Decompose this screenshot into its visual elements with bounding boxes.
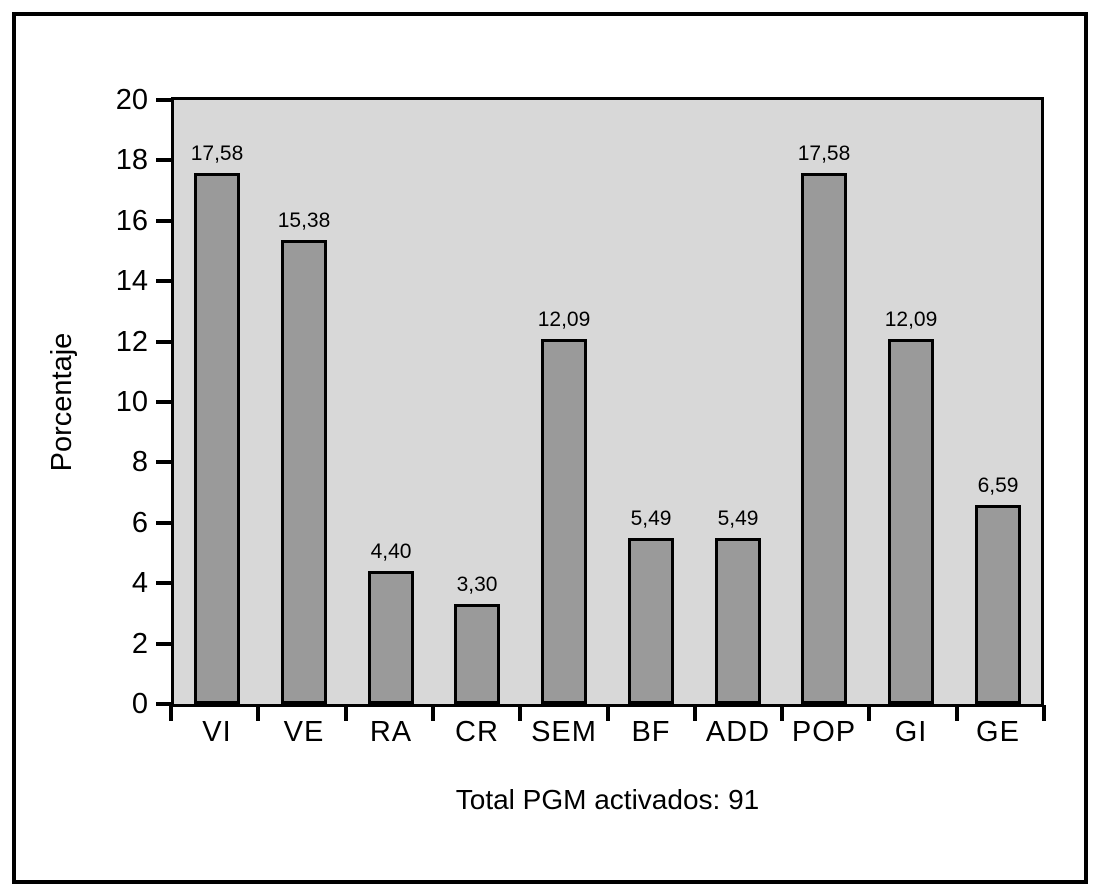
x-tick	[867, 705, 872, 721]
x-category-label: POP	[791, 716, 857, 748]
plot-area: 17,58 15,38 4,40 3,30 12,09 5,49 5,49 17,58 12,0…	[171, 97, 1044, 707]
bar	[975, 505, 1021, 704]
y-tick-label: 18	[115, 144, 148, 177]
x-category-label: RA	[369, 716, 413, 748]
bar	[628, 538, 674, 704]
x-tick	[256, 705, 261, 721]
x-tick	[780, 705, 785, 721]
bar	[368, 571, 414, 704]
bar-value-label: 5,49	[630, 507, 672, 530]
y-tick-label: 6	[131, 506, 148, 539]
y-tick	[156, 520, 171, 525]
bar	[715, 538, 761, 704]
bar-value-label: 6,59	[977, 474, 1019, 497]
y-tick-label: 12	[115, 325, 148, 358]
y-tick	[156, 279, 171, 284]
bar-value-label: 4,40	[370, 540, 412, 563]
y-tick-label: 10	[115, 386, 148, 418]
bar	[888, 339, 934, 704]
bar	[194, 173, 240, 704]
y-tick	[156, 218, 171, 223]
y-tick	[156, 460, 171, 465]
bar-value-label: 15,38	[277, 209, 331, 232]
x-tick	[605, 705, 610, 721]
bar-value-label: 3,30	[456, 573, 498, 596]
bar	[281, 240, 327, 704]
y-tick	[156, 702, 171, 706]
x-tick	[430, 705, 435, 721]
x-category-label: ADD	[705, 716, 771, 748]
y-tick-label: 4	[131, 567, 148, 600]
y-tick-label: 2	[131, 627, 148, 660]
x-category-label: GI	[894, 716, 928, 748]
x-tick	[518, 705, 523, 721]
x-tick	[692, 705, 697, 721]
x-category-label: VI	[202, 716, 232, 748]
bar	[541, 339, 587, 704]
y-tick-label: 0	[131, 688, 148, 720]
y-tick	[156, 641, 171, 646]
y-tick-label: 8	[131, 446, 148, 479]
bar	[801, 173, 847, 704]
x-tick	[954, 705, 959, 721]
x-category-label: VE	[283, 716, 325, 748]
y-tick-label: 14	[115, 265, 148, 298]
y-tick-label: 20	[115, 84, 148, 116]
y-tick-label: 16	[115, 204, 148, 237]
x-tick	[169, 705, 173, 721]
y-tick	[156, 339, 171, 344]
x-category-label: GE	[976, 716, 1020, 748]
y-axis-label: Porcentaje	[46, 332, 78, 472]
x-category-label: SEM	[531, 716, 597, 748]
chart-caption: Total PGM activados: 91	[455, 784, 760, 815]
y-tick	[156, 400, 171, 404]
x-tick	[343, 705, 348, 721]
bar-value-label: 5,49	[717, 507, 759, 530]
bar-value-label: 17,58	[190, 142, 244, 165]
x-tick	[1042, 705, 1046, 721]
x-category-label: CR	[455, 716, 499, 748]
x-category-label: BF	[631, 716, 671, 748]
y-tick	[156, 98, 171, 102]
bar	[454, 604, 500, 704]
bar-value-label: 17,58	[797, 142, 851, 165]
bar-value-label: 12,09	[537, 308, 591, 331]
y-tick	[156, 158, 171, 163]
y-tick	[156, 581, 171, 586]
bar-value-label: 12,09	[884, 308, 938, 331]
